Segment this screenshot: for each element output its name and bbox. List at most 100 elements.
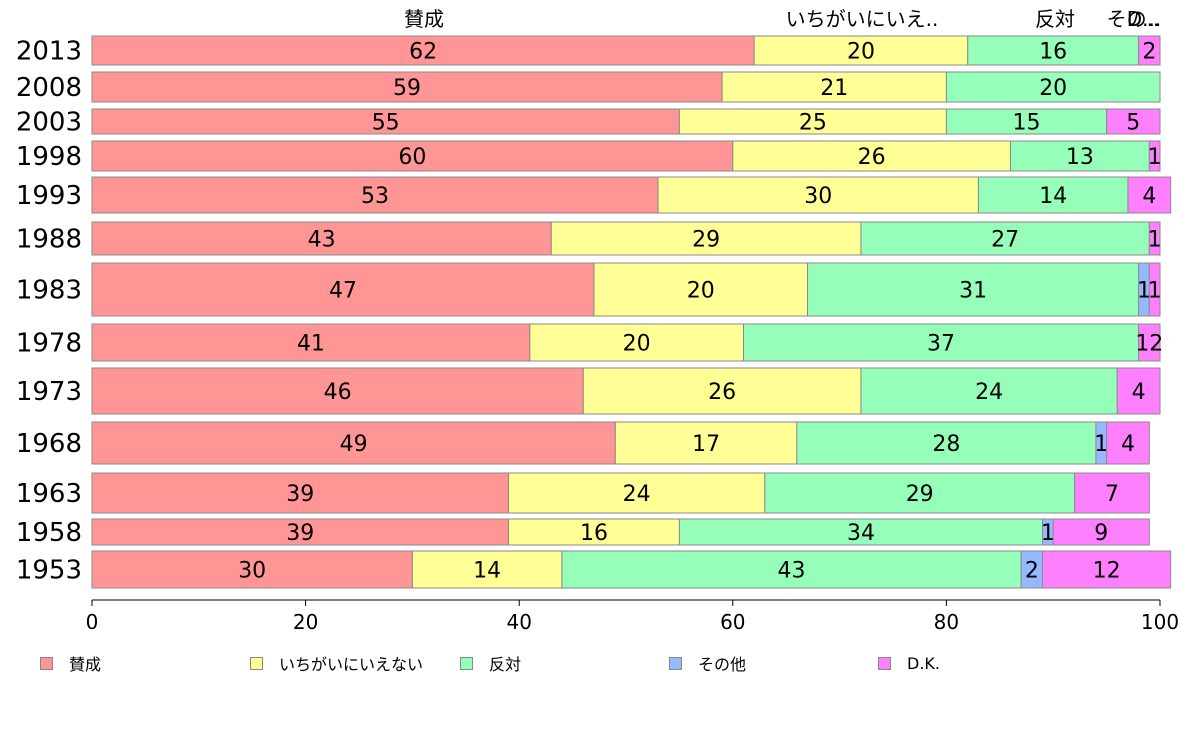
bar-segment bbox=[1148, 262, 1161, 317]
bar-data-label: 5 bbox=[1126, 111, 1140, 136]
bar-segment bbox=[91, 518, 510, 546]
legend-swatch bbox=[40, 656, 53, 670]
y-tick-label: 1973 bbox=[16, 377, 82, 407]
x-tick-label: 100 bbox=[1141, 610, 1179, 634]
bar-data-label: 30 bbox=[238, 559, 266, 584]
bar-segment bbox=[1116, 367, 1161, 415]
bar-data-label: 1 bbox=[1148, 228, 1162, 253]
bar-data-label: 39 bbox=[286, 521, 314, 546]
bar-data-label: 29 bbox=[906, 482, 934, 507]
bar-segment bbox=[411, 550, 563, 589]
bar-segment bbox=[732, 140, 1011, 172]
bar-data-label: 12 bbox=[1093, 559, 1121, 584]
y-tick-label: 2008 bbox=[16, 73, 82, 103]
bar-segment bbox=[945, 71, 1161, 103]
bar-segment bbox=[91, 472, 510, 514]
bar-data-label: 20 bbox=[847, 40, 875, 65]
x-tick-label: 0 bbox=[86, 610, 99, 634]
bar-segment bbox=[678, 108, 947, 135]
bar-segment bbox=[614, 421, 798, 465]
y-tick-label: 1988 bbox=[16, 225, 82, 255]
bar-segment bbox=[91, 421, 616, 465]
bar-segment bbox=[529, 323, 744, 362]
bar-segment bbox=[721, 71, 947, 103]
bar-data-label: 27 bbox=[991, 228, 1019, 253]
bar-data-label: 20 bbox=[623, 332, 651, 357]
bar-data-label: 1 bbox=[1148, 145, 1162, 170]
bar-segment bbox=[91, 140, 734, 172]
bar-segment bbox=[753, 35, 969, 66]
top-series-label: 反対 bbox=[1035, 7, 1075, 31]
legend-label: いちがいにいえない bbox=[279, 655, 424, 674]
bar-data-label: 4 bbox=[1121, 432, 1135, 457]
bar-segment bbox=[1106, 108, 1161, 135]
bar-data-label: 15 bbox=[1013, 111, 1041, 136]
bar-segment bbox=[1106, 421, 1150, 465]
bar-data-label: 13 bbox=[1066, 145, 1094, 170]
legend-swatch bbox=[878, 656, 891, 670]
y-tick-label: 1978 bbox=[16, 329, 82, 359]
bar-segment bbox=[91, 262, 595, 317]
y-tick-label: 1958 bbox=[16, 518, 82, 548]
bar-data-label: 60 bbox=[398, 145, 426, 170]
y-tick-label: 1998 bbox=[16, 142, 82, 172]
legend-item-sonota: その他 bbox=[669, 652, 746, 674]
x-tick-label: 60 bbox=[720, 610, 745, 634]
top-series-label: D... bbox=[1127, 7, 1161, 31]
bar-data-label: 41 bbox=[297, 332, 325, 357]
y-tick-label: 2013 bbox=[16, 37, 82, 67]
bar-data-label: 47 bbox=[329, 279, 357, 304]
legend-label: 賛成 bbox=[69, 655, 102, 674]
bar-data-label: 26 bbox=[708, 380, 736, 405]
bar-data-label: 59 bbox=[393, 76, 421, 101]
bar-data-label: 53 bbox=[361, 184, 389, 209]
bar-segment bbox=[91, 221, 552, 256]
bar-data-label: 43 bbox=[308, 228, 336, 253]
bar-data-label: 20 bbox=[687, 279, 715, 304]
bar-segment bbox=[91, 176, 659, 214]
y-tick-label: 1953 bbox=[16, 556, 82, 586]
top-series-label: いちがいにいえ.. bbox=[786, 7, 939, 31]
y-tick-label: 2003 bbox=[16, 108, 82, 138]
bar-data-label: 29 bbox=[692, 228, 720, 253]
bar-data-label: 26 bbox=[858, 145, 886, 170]
bar-data-label: 43 bbox=[778, 559, 806, 584]
bar-segment bbox=[1148, 221, 1161, 256]
bar-data-label: 17 bbox=[692, 432, 720, 457]
bar-data-label: 49 bbox=[340, 432, 368, 457]
legend-swatch bbox=[669, 656, 682, 670]
bar-segment bbox=[550, 221, 862, 256]
bar-data-label: 39 bbox=[286, 482, 314, 507]
bar-data-label: 31 bbox=[959, 279, 987, 304]
y-tick-label: 1968 bbox=[16, 429, 82, 459]
bar-data-label: 2 bbox=[1025, 559, 1039, 584]
bar-data-label: 14 bbox=[473, 559, 501, 584]
legend-swatch bbox=[250, 656, 263, 670]
bar-segment bbox=[807, 262, 1140, 317]
legend-item-dk: D.K. bbox=[878, 652, 940, 674]
bar-data-label: 20 bbox=[1039, 76, 1067, 101]
bar-data-label: 21 bbox=[820, 76, 848, 101]
bar-segment bbox=[91, 550, 413, 589]
bar-segment bbox=[91, 108, 680, 135]
legend-swatch bbox=[460, 656, 473, 670]
legend-label: D.K. bbox=[907, 653, 940, 673]
y-tick-label: 1993 bbox=[16, 181, 82, 211]
bar-segment bbox=[657, 176, 979, 214]
bar-data-label: 25 bbox=[799, 111, 827, 136]
bar-segment bbox=[742, 323, 1140, 362]
bar-segment bbox=[91, 367, 584, 415]
x-tick-label: 40 bbox=[506, 610, 531, 634]
bar-segment bbox=[1009, 140, 1150, 172]
bar-data-label: 1 bbox=[1137, 279, 1151, 304]
bar-data-label: 62 bbox=[409, 40, 437, 65]
bar-data-label: 34 bbox=[847, 521, 875, 546]
bar-segment bbox=[561, 550, 1022, 589]
bar-data-label: 46 bbox=[324, 380, 352, 405]
bar-segment bbox=[1127, 176, 1172, 214]
bar-segment bbox=[91, 35, 755, 66]
bar-segment bbox=[1042, 550, 1172, 589]
bar-data-label: 1 bbox=[1094, 432, 1108, 457]
legend-label: その他 bbox=[698, 655, 747, 674]
bar-segment bbox=[1138, 35, 1161, 66]
